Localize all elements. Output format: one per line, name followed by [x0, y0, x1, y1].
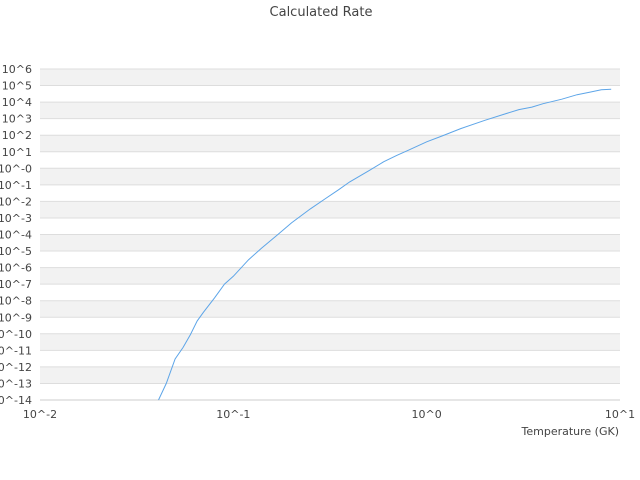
grid-band	[40, 267, 620, 285]
grid-band	[40, 366, 620, 384]
y-tick-label: 10^3	[2, 113, 32, 126]
grid-band	[40, 317, 620, 334]
grid-band	[40, 350, 620, 367]
grid-band	[40, 251, 620, 268]
y-tick-label: 10^-6	[0, 262, 32, 275]
x-tick-label: 10^-1	[216, 408, 250, 421]
y-tick-label: 10^5	[2, 80, 32, 93]
grid-band	[40, 300, 620, 318]
y-tick-label: 10^-8	[0, 295, 32, 308]
y-tick-label: 10^-5	[0, 245, 32, 258]
y-tick-label: 10^-1	[0, 179, 32, 192]
grid-band	[40, 383, 620, 400]
grid-band	[40, 118, 620, 136]
y-tick-label: 10^-2	[0, 195, 32, 208]
x-axis-label: Temperature (GK)	[521, 425, 620, 438]
y-tick-label: 10^-4	[0, 229, 32, 242]
grid-band	[40, 333, 620, 351]
grid-band	[40, 135, 620, 152]
y-tick-label: 10^4	[2, 96, 32, 109]
grid-band	[40, 234, 620, 252]
grid-band	[40, 151, 620, 169]
series-lines	[158, 88, 612, 401]
y-tick-label: 10^2	[2, 129, 32, 142]
chart-title: Calculated Rate	[270, 5, 373, 20]
gridlines	[40, 68, 620, 401]
y-tick-label: 10^-7	[0, 278, 32, 291]
y-tick-label: 10^-12	[0, 361, 32, 374]
y-tick-label: 10^6	[2, 63, 32, 76]
x-tick-label: 10^1	[605, 408, 635, 421]
y-axis-ticks: 10^6 10^5 10^4 10^3 10^2 10^1 10^-0 10^-1 10^-2 1…	[0, 63, 32, 407]
x-axis-ticks: 10^-2 10^-1 10^0 10^1	[23, 408, 635, 421]
x-tick-label: 10^-2	[23, 408, 57, 421]
grid-band	[40, 168, 620, 185]
y-tick-label: 10^-9	[0, 311, 32, 324]
y-tick-label: 10^-13	[0, 377, 32, 390]
grid-band	[40, 102, 620, 119]
grid-band	[40, 201, 620, 218]
y-tick-label: 10^-3	[0, 212, 32, 225]
grid-band	[40, 184, 620, 202]
grid-band	[40, 85, 620, 103]
grid-band	[40, 69, 620, 86]
grid-band	[40, 284, 620, 301]
y-tick-label: 10^-14	[0, 394, 32, 407]
series-line	[158, 88, 612, 401]
y-tick-label: 10^1	[2, 146, 32, 159]
y-tick-label: 10^-0	[0, 162, 32, 175]
y-tick-label: 10^-11	[0, 344, 32, 357]
plot-background-bands	[40, 69, 620, 400]
y-tick-label: 10^-10	[0, 328, 32, 341]
grid-band	[40, 217, 620, 235]
x-tick-label: 10^0	[412, 408, 442, 421]
